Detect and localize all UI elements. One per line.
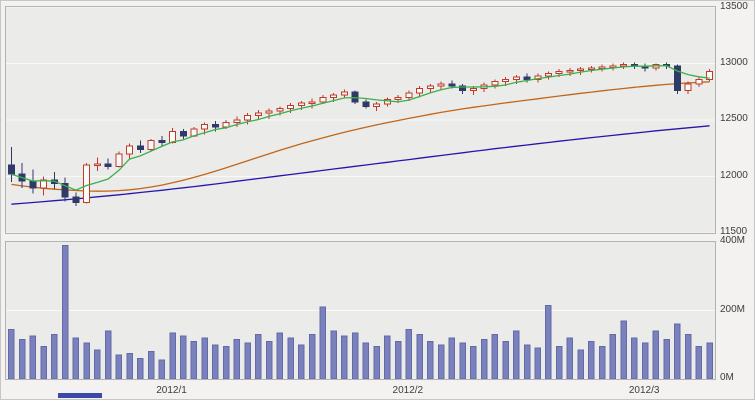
time-axis-tick: 2012/1 <box>156 385 187 396</box>
price-axis-tick: 13500 <box>720 1 748 12</box>
price-panel <box>5 6 716 234</box>
volume-axis-tick: 0M <box>720 372 734 383</box>
price-axis-tick: 11500 <box>720 226 748 237</box>
volume-panel <box>5 241 716 380</box>
volume-chart <box>6 244 715 379</box>
price-axis-tick: 12500 <box>720 113 748 124</box>
scrollbar-thumb[interactable] <box>58 393 102 398</box>
volume-axis-tick: 200M <box>720 303 746 315</box>
time-axis-tick: 2012/3 <box>628 385 660 396</box>
candlestick-chart <box>6 7 715 233</box>
time-axis-tick: 2012/2 <box>392 385 424 396</box>
price-axis-tick: 12000 <box>720 169 748 181</box>
volume-axis-tick: 400M <box>720 235 746 246</box>
price-axis-tick: 13000 <box>720 56 748 68</box>
